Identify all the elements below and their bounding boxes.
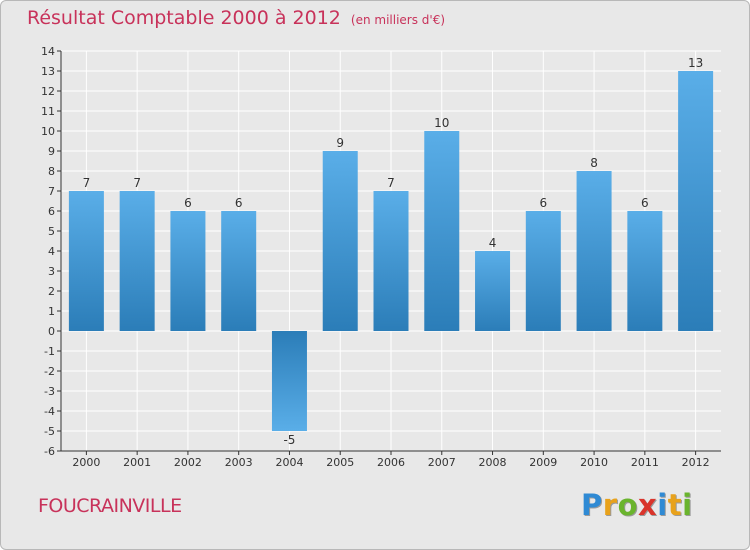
y-tick-label: 8 [48, 165, 55, 178]
x-tick-label: 2003 [225, 456, 253, 469]
value-label-2012: 13 [688, 56, 703, 70]
y-tick-label: -3 [44, 385, 55, 398]
x-tick-label: 2010 [580, 456, 608, 469]
chart-subtitle: (en milliers d'€) [350, 13, 446, 27]
value-label-2009: 6 [539, 196, 547, 210]
value-label-2007: 10 [434, 116, 449, 130]
value-label-2000: 7 [83, 176, 91, 190]
logo-letter: t [667, 488, 683, 522]
bar-2006 [373, 191, 409, 331]
value-label-2006: 7 [387, 176, 395, 190]
value-label-2004: -5 [283, 433, 295, 447]
value-label-2003: 6 [235, 196, 243, 210]
x-tick-label: 2008 [479, 456, 507, 469]
y-tick-label: 14 [41, 45, 55, 58]
y-tick-label: 2 [48, 285, 55, 298]
value-label-2010: 8 [590, 156, 598, 170]
bar-2001 [119, 191, 155, 331]
value-label-2011: 6 [641, 196, 649, 210]
proxiti-logo[interactable]: Proxiti [581, 488, 693, 522]
y-tick-label: 6 [48, 205, 55, 218]
y-tick-label: 3 [48, 265, 55, 278]
y-tick-label: 11 [41, 105, 55, 118]
bars [68, 71, 714, 431]
y-tick-label: 12 [41, 85, 55, 98]
x-tick-label: 2001 [123, 456, 151, 469]
y-tick-label: 0 [48, 325, 55, 338]
x-tick-label: 2005 [326, 456, 354, 469]
bar-2000 [68, 191, 104, 331]
bar-2011 [627, 211, 663, 331]
value-label-2002: 6 [184, 196, 192, 210]
y-tick-label: 4 [48, 245, 55, 258]
bar-2012 [678, 71, 714, 331]
y-tick-label: -6 [44, 445, 55, 458]
bar-2009 [525, 211, 561, 331]
y-tick-label: -5 [44, 425, 55, 438]
y-tick-label: 5 [48, 225, 55, 238]
logo-letter: i [657, 488, 668, 522]
y-tick-label: 13 [41, 65, 55, 78]
bar-2002 [170, 211, 206, 331]
place-name: FOUCRAINVILLE [38, 495, 182, 517]
x-tick-label: 2012 [682, 456, 710, 469]
y-tick-label: -1 [44, 345, 55, 358]
chart-title: Résultat Comptable 2000 à 2012 (en millie… [27, 7, 445, 29]
bar-2010 [576, 171, 612, 331]
labels: -6-5-4-3-2-10123456789101112131472000720… [41, 45, 710, 469]
y-tick-label: -4 [44, 405, 55, 418]
x-tick-label: 2011 [631, 456, 659, 469]
bar-2004 [271, 331, 307, 431]
bar-2007 [424, 131, 460, 331]
y-tick-label: 1 [48, 305, 55, 318]
x-tick-label: 2006 [377, 456, 405, 469]
value-label-2005: 9 [336, 136, 344, 150]
y-tick-label: 9 [48, 145, 55, 158]
x-tick-label: 2000 [72, 456, 100, 469]
logo-letter: x [638, 488, 658, 522]
value-label-2001: 7 [133, 176, 141, 190]
y-tick-label: -2 [44, 365, 55, 378]
logo-letter: i [682, 488, 693, 522]
y-tick-label: 7 [48, 185, 55, 198]
logo-letter: r [602, 488, 618, 522]
bar-2008 [475, 251, 511, 331]
bar-2003 [221, 211, 257, 331]
chart-title-text: Résultat Comptable 2000 à 2012 [27, 7, 341, 29]
x-tick-label: 2007 [428, 456, 456, 469]
axes [57, 50, 721, 455]
value-label-2008: 4 [489, 236, 497, 250]
y-tick-label: 10 [41, 125, 55, 138]
x-tick-label: 2004 [275, 456, 303, 469]
logo-letter: P [581, 488, 603, 522]
x-tick-label: 2002 [174, 456, 202, 469]
x-tick-label: 2009 [529, 456, 557, 469]
logo-letter: o [617, 488, 639, 522]
bar-2005 [322, 151, 358, 331]
